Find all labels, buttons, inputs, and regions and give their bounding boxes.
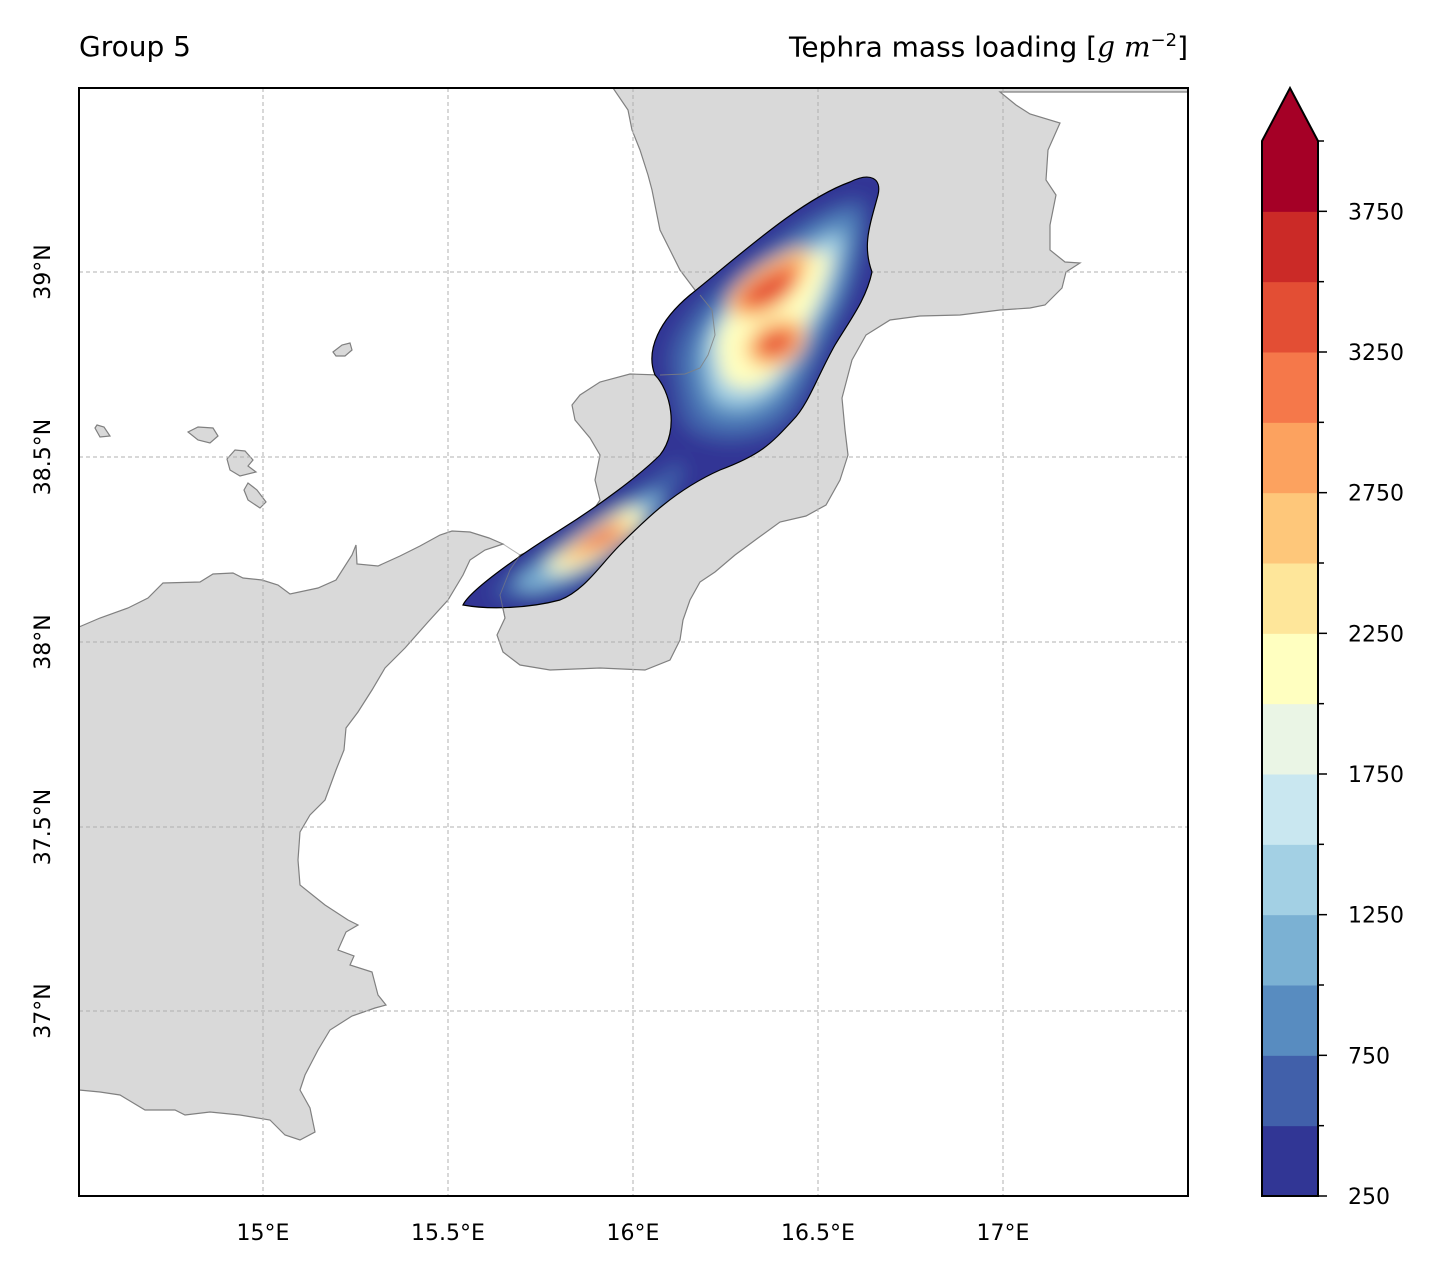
colorbar-segment (1262, 633, 1318, 705)
colorbar-tick-label: 250 (1348, 1185, 1390, 1210)
lon-tick-label: 16.5°E (781, 1221, 855, 1246)
colorbar-tick-label: 2750 (1348, 482, 1404, 507)
colorbar: 250 750 1250 1750 2250 2750 3250 3750 (1261, 85, 1404, 1210)
colorbar-segment (1262, 985, 1318, 1056)
colorbar-segment (1262, 1125, 1318, 1197)
sicily-landmass (79, 530, 505, 1141)
colorbar-segment (1262, 211, 1318, 283)
map-frame (78, 87, 1189, 1197)
colorbar-tick-label: 1750 (1348, 763, 1404, 788)
lat-tick-labels: 39°N 38.5°N 38°N 37.5°N 37°N (31, 244, 56, 1038)
colorbar-segment (1262, 352, 1318, 423)
island-stromboli (332, 342, 353, 357)
lat-tick-label: 37°N (31, 983, 56, 1038)
colorbar-segment (1262, 281, 1318, 353)
lon-tick-labels: 15°E 15.5°E 16°E 16.5°E 17°E (237, 1221, 1030, 1246)
colorbar-segment (1262, 703, 1318, 775)
colorbar-extend-arrow (1262, 88, 1318, 141)
lat-tick-label: 39°N (31, 244, 56, 299)
coastline-overlay (659, 294, 716, 376)
panel-title: Group 5 (79, 30, 191, 63)
colorbar-tick-label: 3750 (1348, 200, 1404, 225)
lon-tick-label: 15°E (237, 1221, 290, 1246)
colorbar-tick-label: 3250 (1348, 341, 1404, 366)
lat-tick-label: 38°N (31, 614, 56, 669)
colorbar-segment (1262, 774, 1318, 845)
colorbar-tick-label: 750 (1348, 1044, 1390, 1069)
colorbar-tick-label: 1250 (1348, 904, 1404, 929)
coastline-overlay-south (499, 543, 521, 619)
colorbar-segment (1262, 563, 1318, 634)
island-vulcano (243, 482, 267, 509)
lon-tick-label: 15.5°E (411, 1221, 485, 1246)
variable-title-close: ] (1177, 30, 1188, 64)
colorbar-segment (1262, 914, 1318, 986)
lon-tick-label: 16°E (607, 1221, 660, 1246)
colorbar-tick-label: 2250 (1348, 622, 1404, 647)
colorbar-segment (1262, 492, 1318, 564)
map-gridlines (79, 88, 1188, 1196)
colorbar-segment (1262, 1055, 1318, 1127)
colorbar-segment (1262, 141, 1318, 212)
lat-tick-label: 37.5°N (31, 789, 56, 865)
lon-tick-label: 17°E (977, 1221, 1030, 1246)
unit-m: m (1123, 30, 1151, 64)
lat-tick-label: 38.5°N (31, 419, 56, 495)
variable-title: Tephra mass loading [g m−2] (789, 30, 1188, 63)
tephra-outline (462, 176, 880, 609)
colorbar-outline (1261, 85, 1319, 1197)
unit-exponent: −2 (1150, 30, 1178, 51)
colorbar-segment (1262, 844, 1318, 916)
colorbar-segment (1262, 422, 1318, 494)
island-alicudi (94, 424, 112, 438)
unit-g: g (1097, 30, 1116, 64)
island-salina (186, 426, 219, 444)
variable-title-text: Tephra mass loading [ (788, 30, 1098, 64)
